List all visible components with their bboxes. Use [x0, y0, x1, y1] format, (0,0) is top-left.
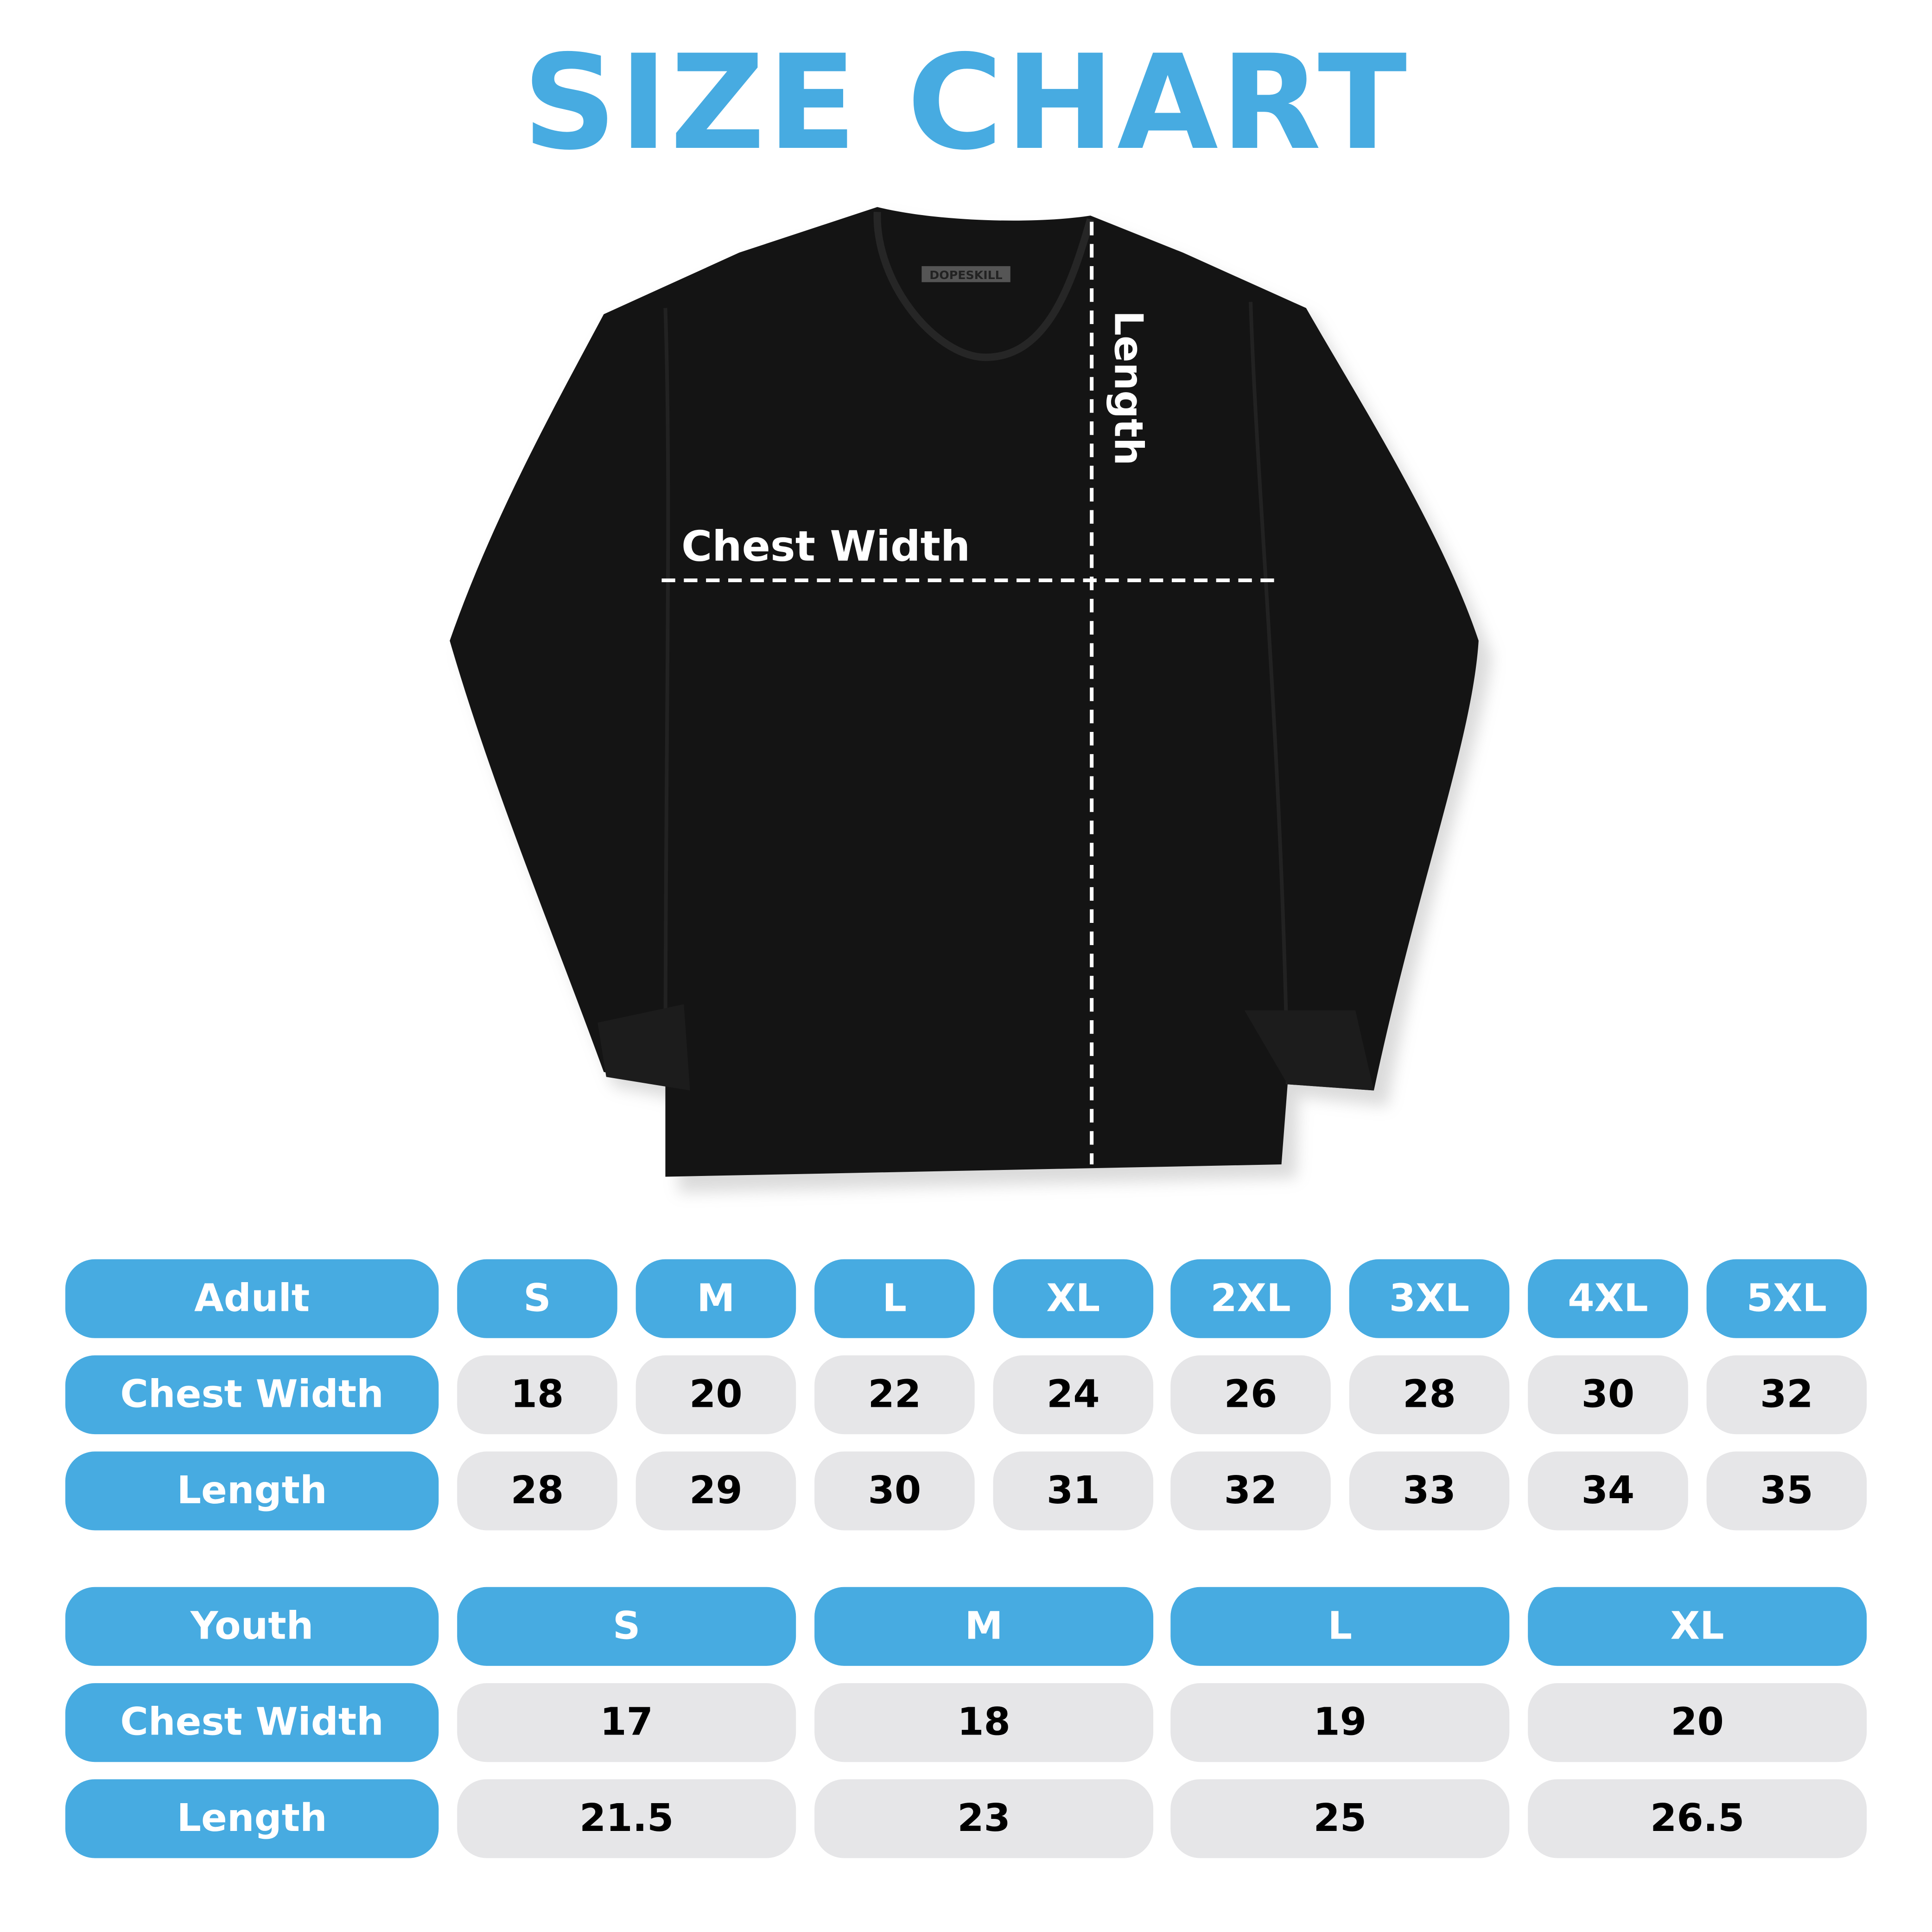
brand-tag: [922, 266, 1010, 282]
chest-width-label: Chest Width: [681, 522, 970, 571]
adult-value-cell: 18: [457, 1355, 617, 1435]
youth-value-cell: 20: [1528, 1683, 1867, 1762]
youth-value-cell: 26.5: [1528, 1779, 1867, 1858]
youth-value-cell: 25: [1170, 1779, 1510, 1858]
youth-size-m: M: [814, 1587, 1154, 1666]
shirt-illustration: DOPESKILL Chest Width Length: [450, 207, 1493, 1193]
youth-row-label: Length: [65, 1779, 439, 1858]
shirt-body: [450, 207, 1479, 1177]
page-title: SIZE CHART: [522, 27, 1410, 179]
adult-row-label: Length: [65, 1451, 439, 1531]
length-label: Length: [1106, 311, 1151, 466]
adult-row-label: Chest Width: [65, 1355, 439, 1435]
shirt-cuffs: [597, 1004, 1374, 1091]
brand-tag-text: DOPESKILL: [929, 268, 1003, 282]
youth-value-cell: 23: [814, 1779, 1154, 1858]
youth-size-l: L: [1170, 1587, 1510, 1666]
youth-row-label: Chest Width: [65, 1683, 439, 1762]
youth-value-cell: 21.5: [457, 1779, 796, 1858]
adult-value-cell: 35: [1706, 1451, 1867, 1531]
youth-value-cell: 18: [814, 1683, 1154, 1762]
adult-value-cell: 28: [457, 1451, 617, 1531]
shirt-seams: [663, 302, 1290, 1085]
youth-value-cell: 17: [457, 1683, 796, 1762]
adult-value-cell: 33: [1349, 1451, 1510, 1531]
adult-header-label: Adult: [65, 1259, 439, 1338]
adult-value-cell: 26: [1170, 1355, 1331, 1435]
adult-value-cell: 22: [814, 1355, 975, 1435]
adult-size-xl: XL: [993, 1259, 1154, 1338]
adult-size-5xl: 5XL: [1706, 1259, 1867, 1338]
adult-value-cell: 31: [993, 1451, 1154, 1531]
adult-value-cell: 24: [993, 1355, 1154, 1435]
adult-value-cell: 32: [1170, 1451, 1331, 1531]
adult-value-cell: 30: [814, 1451, 975, 1531]
adult-value-cell: 20: [636, 1355, 796, 1435]
adult-value-cell: 34: [1528, 1451, 1688, 1531]
adult-value-cell: 29: [636, 1451, 796, 1531]
shirt-collar: [873, 211, 1094, 361]
adult-value-cell: 32: [1706, 1355, 1867, 1435]
adult-size-4xl: 4XL: [1528, 1259, 1688, 1338]
adult-value-cell: 28: [1349, 1355, 1510, 1435]
youth-size-xl: XL: [1528, 1587, 1867, 1666]
adult-size-m: M: [636, 1259, 796, 1338]
youth-value-cell: 19: [1170, 1683, 1510, 1762]
adult-value-cell: 30: [1528, 1355, 1688, 1435]
youth-size-s: S: [457, 1587, 796, 1666]
adult-size-2xl: 2XL: [1170, 1259, 1331, 1338]
adult-size-3xl: 3XL: [1349, 1259, 1510, 1338]
adult-size-s: S: [457, 1259, 617, 1338]
youth-header-label: Youth: [65, 1587, 439, 1666]
adult-size-l: L: [814, 1259, 975, 1338]
